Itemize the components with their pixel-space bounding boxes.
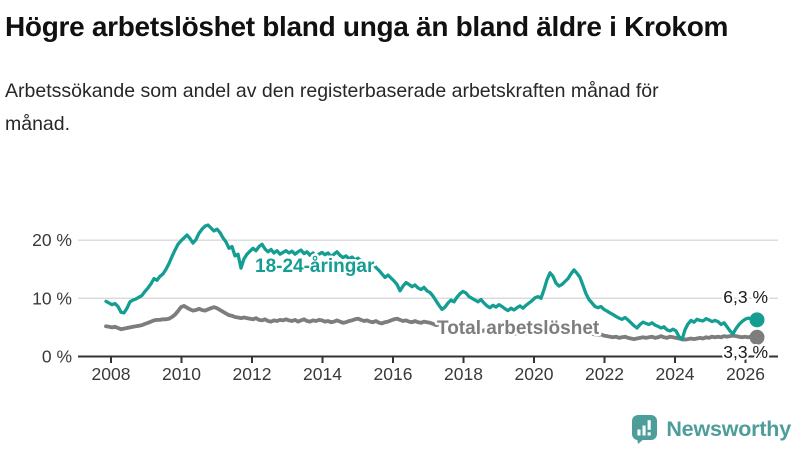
y-axis-tick-label: 10 % [32,288,72,308]
x-axis-tick-label: 2020 [515,364,554,384]
x-axis-tick-label: 2012 [233,364,272,384]
series-label: 18-24-åringar [255,256,375,277]
series-end-value-label: 3,3 % [723,342,768,362]
line-chart: 0 % 10 % 20 % 2008 2010 2012 2014 2016 2018 2020 2… [32,223,778,384]
y-axis-tick-label: 0 % [42,347,72,367]
series-end-value-label: 6,3 % [723,287,768,307]
newsworthy-wordmark: Newsworthy [666,417,791,441]
series-line-total [104,304,759,342]
x-axis-tick-label: 2024 [656,364,695,384]
series-label: Total arbetslöshet [437,318,600,339]
chart-title: Högre arbetslöshet bland unga än bland ä… [5,11,729,42]
chart-header: Högre arbetslöshet bland unga än bland ä… [5,2,796,141]
x-axis-tick-label: 2010 [162,364,201,384]
x-axis-tick-label: 2008 [92,364,131,384]
chart-subtitle: Arbetssökande som andel av den registerb… [5,80,659,135]
x-axis-tick-label: 2018 [444,364,483,384]
y-axis-tick-label: 20 % [32,230,72,250]
x-axis-tick-label: 2014 [303,364,342,384]
x-axis-tick-label: 2022 [585,364,624,384]
series-end-dot [749,329,765,345]
newsworthy-logo-icon [632,415,658,444]
series-end-dot [749,312,765,328]
x-axis-tick-label: 2016 [374,364,413,384]
series-line-young [104,223,759,342]
newsworthy-branding: Newsworthy [631,414,791,445]
x-axis-tick-label: 2026 [726,364,765,384]
